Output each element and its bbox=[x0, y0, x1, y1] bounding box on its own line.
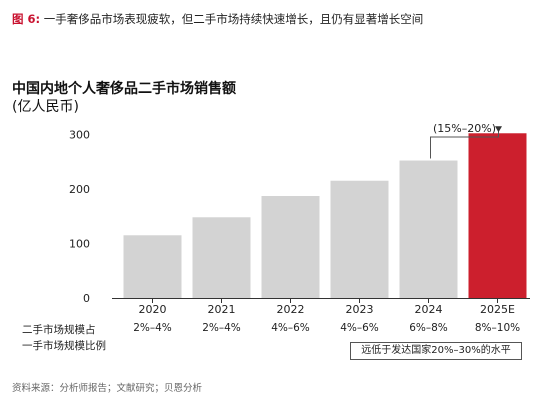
figure-title-text: 一手奢侈品市场表现疲软，但二手市场持续快速增长，且仍有显著增长空间 bbox=[43, 12, 424, 26]
bar-2020 bbox=[123, 235, 182, 298]
share-cell-2021: 2%–4% bbox=[202, 322, 241, 334]
source-note: 资料来源：分析师报告；文献研究；贝恩分析 bbox=[12, 383, 203, 394]
growth-annotation-label: (15%–20%) bbox=[433, 122, 496, 135]
share-cell-2022: 4%–6% bbox=[271, 322, 310, 334]
share-row-label-2: 一手市场规模比例 bbox=[22, 340, 106, 352]
x-tick-label: 2024 bbox=[415, 303, 443, 316]
share-cell-2020: 2%–4% bbox=[133, 322, 172, 334]
chart-unit: (亿人民币) bbox=[12, 99, 79, 115]
growth-arrow-icon bbox=[495, 126, 502, 133]
y-axis: 0 100 200 300 bbox=[69, 128, 90, 305]
x-axis-ticks bbox=[152, 298, 498, 303]
y-tick-label: 200 bbox=[69, 183, 90, 196]
note-box: 远低于发达国家20%–30%的水平 bbox=[350, 342, 522, 360]
bar-2021 bbox=[192, 217, 251, 298]
x-tick-label: 2021 bbox=[208, 303, 236, 316]
y-tick-label: 300 bbox=[69, 128, 90, 141]
bars bbox=[123, 133, 527, 298]
share-row-label-1: 二手市场规模占 bbox=[22, 324, 96, 336]
x-tick-label: 2025E bbox=[480, 303, 515, 316]
share-cell-2024: 6%–8% bbox=[409, 322, 448, 334]
bar-2023 bbox=[330, 180, 389, 298]
x-tick-label: 2023 bbox=[346, 303, 374, 316]
bar-2024 bbox=[399, 160, 458, 298]
growth-annotation: (15%–20%) bbox=[430, 122, 502, 159]
chart-title: 中国内地个人奢侈品二手市场销售额 bbox=[12, 81, 236, 97]
share-cell-2023: 4%–6% bbox=[340, 322, 379, 334]
x-tick-label: 2022 bbox=[277, 303, 305, 316]
share-cell-2025E: 8%–10% bbox=[474, 322, 521, 334]
bar-2022 bbox=[261, 196, 320, 298]
figure-title: 图 6: 一手奢侈品市场表现疲软，但二手市场持续快速增长，且仍有显著增长空间 bbox=[12, 11, 423, 27]
figure-label: 图 6: bbox=[12, 12, 41, 26]
y-tick-label: 0 bbox=[83, 292, 90, 305]
y-tick-label: 100 bbox=[69, 237, 90, 250]
bar-2025E bbox=[468, 133, 527, 298]
x-axis-labels: 2020 2021 2022 2023 2024 2025E bbox=[139, 303, 516, 316]
x-tick-label: 2020 bbox=[139, 303, 167, 316]
